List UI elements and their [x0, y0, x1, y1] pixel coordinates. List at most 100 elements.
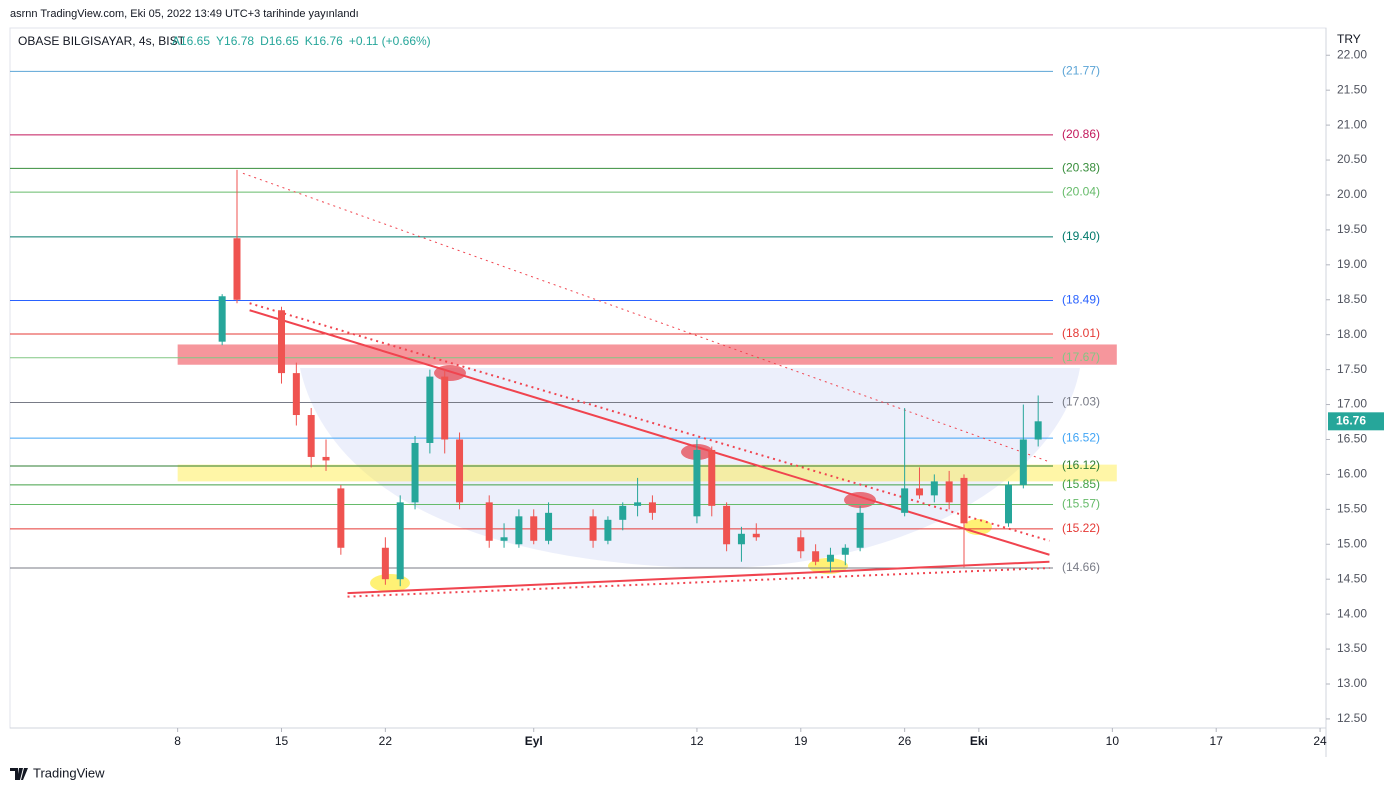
y-tick-label: 21.50 — [1337, 82, 1367, 96]
candle-body — [648, 502, 656, 513]
ohlc-value: D16.65 — [260, 34, 299, 48]
level-label: (21.77) — [1062, 63, 1100, 77]
candle-body — [515, 516, 523, 545]
candle-body — [1004, 484, 1012, 524]
x-tick-label: Eki — [970, 734, 988, 748]
candle-body — [337, 488, 345, 548]
level-label: (15.22) — [1062, 521, 1100, 535]
chart-layer: 12.50 13.00 13.50 14.00 14.50 15.00 15.50 16.00… — [10, 47, 1384, 748]
candle-body — [426, 376, 434, 443]
level-label: (18.49) — [1062, 293, 1100, 307]
last-price-tag — [1328, 412, 1384, 431]
y-tick-label: 12.50 — [1337, 711, 1367, 725]
candle-body — [901, 488, 909, 513]
publish-info: asrnn TradingView.com, Eki 05, 2022 13:4… — [10, 8, 359, 20]
level-label: (18.01) — [1062, 326, 1100, 340]
candle-body — [1034, 421, 1042, 440]
ohlc-value: Y16.78 — [216, 34, 254, 48]
y-tick-label: 17.00 — [1337, 397, 1367, 411]
candle-body — [960, 477, 968, 524]
y-tick-label: 22.00 — [1337, 47, 1367, 61]
y-tick-label: 16.50 — [1337, 432, 1367, 446]
x-tick-label: 10 — [1106, 734, 1120, 748]
candle-body — [485, 502, 493, 541]
y-tick-label: 19.00 — [1337, 257, 1367, 271]
candle-body — [856, 512, 864, 548]
level-label: (20.86) — [1062, 127, 1100, 141]
candle-body — [737, 533, 745, 545]
ohlc-value: A16.65 — [172, 34, 210, 48]
trendline — [249, 302, 1050, 542]
x-tick-label: Eyl — [525, 734, 543, 748]
candle-body — [930, 481, 938, 496]
level-label: (16.12) — [1062, 458, 1100, 472]
last-price-label: 16.76 — [1336, 413, 1366, 427]
y-tick-label: 13.50 — [1337, 641, 1367, 655]
candle-body — [278, 310, 286, 374]
y-tick-label: 15.00 — [1337, 536, 1367, 550]
candle-body — [693, 449, 701, 517]
candle-body — [723, 505, 731, 545]
logo — [10, 768, 28, 780]
x-tick-label: 19 — [794, 734, 808, 748]
candle-body — [604, 519, 612, 541]
candle-body — [500, 537, 508, 541]
candle-body — [530, 516, 538, 541]
level-label: (17.03) — [1062, 395, 1100, 409]
highlight — [808, 558, 848, 574]
level-label: (14.66) — [1062, 560, 1100, 574]
currency: TRY — [1337, 32, 1361, 46]
y-tick-label: 18.00 — [1337, 327, 1367, 341]
y-tick-label: 14.50 — [1337, 571, 1367, 585]
candle-body — [292, 373, 300, 416]
candle-body — [396, 502, 404, 580]
y-tick-label: 19.50 — [1337, 222, 1367, 236]
candle-body — [233, 238, 241, 300]
x-tick-label: 24 — [1313, 734, 1327, 748]
x-tick-label: 12 — [690, 734, 704, 748]
candle-body — [826, 554, 834, 562]
candle-body — [619, 505, 627, 520]
y-tick-label: 18.50 — [1337, 292, 1367, 306]
x-tick-label: 17 — [1210, 734, 1224, 748]
cloud-overlay — [300, 368, 1080, 569]
y-tick-label: 20.00 — [1337, 187, 1367, 201]
x-tick-label: 22 — [379, 734, 393, 748]
y-tick-label: 16.00 — [1337, 467, 1367, 481]
y-tick-label: 21.00 — [1337, 117, 1367, 131]
candle-body — [915, 488, 923, 496]
level-label: (15.85) — [1062, 477, 1100, 491]
highlight — [370, 574, 410, 592]
candle-body — [456, 439, 464, 503]
candle-body — [218, 296, 226, 342]
candle-body — [708, 449, 716, 506]
level-label: (20.04) — [1062, 184, 1100, 198]
x-tick-label: 8 — [174, 734, 181, 748]
zone — [177, 464, 1117, 482]
symbol: OBASE BILGISAYAR, 4s, BIST — [18, 34, 186, 48]
candle-body — [381, 547, 389, 580]
y-tick-label: 14.00 — [1337, 606, 1367, 620]
candle-body — [945, 481, 953, 503]
candle-body — [841, 547, 849, 555]
candle-body — [441, 376, 449, 440]
candle-body — [812, 551, 820, 562]
trendline — [249, 309, 1050, 556]
candle-body — [752, 533, 760, 538]
candle-body — [589, 516, 597, 541]
branding: TradingView — [33, 765, 105, 780]
level-label: (19.40) — [1062, 229, 1100, 243]
x-tick-label: 26 — [898, 734, 912, 748]
zone — [177, 344, 1117, 365]
y-tick-label: 13.00 — [1337, 676, 1367, 690]
ohlc-value: K16.76 — [305, 34, 343, 48]
level-label: (15.57) — [1062, 497, 1100, 511]
price-change: +0.11 (+0.66%) — [349, 34, 431, 48]
y-tick-label: 15.50 — [1337, 502, 1367, 516]
level-label: (16.52) — [1062, 430, 1100, 444]
candle-body — [307, 415, 315, 457]
candle-body — [634, 502, 642, 506]
